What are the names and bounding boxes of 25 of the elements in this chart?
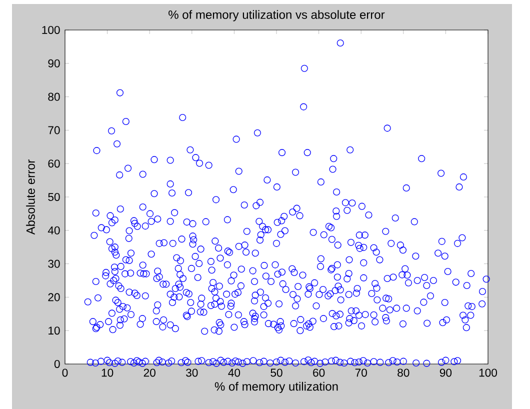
x-tick-label: 50 [270, 368, 282, 377]
x-tick-label: 70 [355, 368, 367, 377]
y-tick-label: 60 [48, 160, 60, 168]
x-tick-label: 100 [479, 368, 498, 377]
y-tick-label: 40 [48, 226, 60, 234]
y-tick-label: 0 [54, 360, 60, 368]
y-tick-label: 80 [48, 92, 60, 101]
y-tick-label: 90 [48, 59, 60, 68]
x-tick-label: 80 [398, 368, 410, 377]
y-axis-title: Absolute error [26, 160, 35, 235]
x-tick-label: 10 [102, 368, 114, 377]
y-tick-label: 10 [48, 326, 60, 335]
y-tick-label: 50 [48, 192, 60, 201]
x-axis-title: % of memory utilization [214, 382, 338, 394]
y-tick-label: 20 [48, 293, 60, 302]
y-tick-label: 70 [48, 126, 60, 134]
x-tick-label: 30 [186, 368, 198, 377]
x-tick-label: 60 [313, 368, 325, 377]
x-tick-label: 0 [62, 368, 68, 377]
chart-title: % of memory utilization vs absolute error [168, 10, 385, 22]
x-tick-label: 90 [440, 368, 452, 377]
x-tick-label: 20 [144, 368, 156, 377]
x-tick-label: 40 [228, 368, 240, 377]
y-tick-label: 30 [48, 260, 60, 268]
y-tick-label: 100 [42, 26, 60, 34]
